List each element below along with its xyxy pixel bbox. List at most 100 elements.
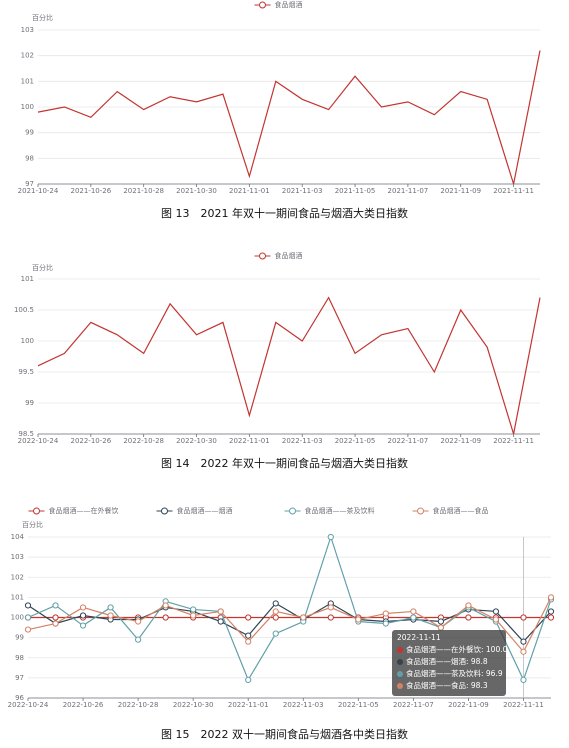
- x-tick-label: 2022-10-26: [70, 437, 111, 445]
- y-tick-label: 101: [21, 275, 34, 283]
- data-point: [410, 614, 417, 621]
- data-point: [272, 614, 279, 621]
- tooltip-dot: [397, 671, 403, 677]
- x-tick-label: 2022-11-03: [282, 437, 323, 445]
- data-point: [162, 602, 169, 609]
- data-point: [162, 614, 169, 621]
- data-point: [327, 533, 334, 541]
- x-tick-label: 2022-10-24: [18, 437, 59, 445]
- x-tick-label: 2022-11-05: [338, 701, 379, 709]
- y-tick-label: 103: [21, 26, 34, 34]
- data-point: [24, 614, 32, 621]
- data-point: [52, 602, 59, 609]
- y-axis-title: 百分比: [32, 263, 53, 272]
- data-point: [547, 608, 555, 615]
- data-point: [465, 614, 472, 621]
- tooltip-dot: [397, 647, 403, 653]
- x-tick-label: 2021-11-05: [335, 187, 376, 195]
- data-point: [355, 616, 362, 623]
- x-tick-label: 2022-11-03: [283, 701, 324, 709]
- data-point: [107, 612, 114, 619]
- tooltip-line: 食品烟酒——烟酒: 98.8: [406, 656, 488, 666]
- y-tick-label: 98: [15, 654, 24, 662]
- legend-symbol: [417, 507, 424, 515]
- y-axis-title: 百分比: [32, 13, 53, 22]
- y-axis-title: 百分比: [22, 520, 43, 529]
- data-point: [190, 606, 197, 613]
- y-tick-label: 104: [11, 533, 25, 541]
- data-point: [382, 620, 389, 627]
- x-tick-label: 2021-11-03: [282, 187, 323, 195]
- legend-symbol: [161, 507, 168, 515]
- x-tick-label: 2022-11-01: [229, 437, 270, 445]
- data-point: [272, 600, 279, 607]
- figure-caption: 图 14 2022 年双十一期间食品与烟酒大类日指数: [161, 456, 408, 470]
- data-point: [327, 604, 334, 611]
- figure-caption: 图 15 2022 双十一期间食品与烟酒各中类日指数: [161, 727, 408, 741]
- y-tick-label: 103: [11, 553, 24, 561]
- legend-label: 食品烟酒: [275, 0, 303, 9]
- data-point: [465, 602, 472, 609]
- x-tick-label: 2022-10-26: [63, 701, 104, 709]
- data-point: [520, 648, 527, 655]
- y-tick-label: 99: [25, 399, 34, 407]
- tooltip-dot: [397, 659, 403, 665]
- figure-caption: 图 13 2021 年双十一期间食品与烟酒大类日指数: [161, 206, 408, 220]
- tooltip-line: 食品烟酒——在外餐饮: 100.0: [406, 644, 508, 654]
- x-tick-label: 2022-11-01: [228, 701, 269, 709]
- x-tick-label: 2022-11-07: [393, 701, 434, 709]
- data-point: [24, 626, 32, 633]
- data-point: [272, 630, 279, 637]
- data-point: [520, 614, 527, 621]
- data-point: [245, 614, 252, 621]
- data-point: [245, 676, 252, 683]
- x-tick-label: 2021-11-09: [440, 187, 481, 195]
- data-point: [135, 636, 142, 643]
- data-point: [79, 622, 87, 629]
- y-tick-label: 101: [11, 593, 24, 601]
- x-tick-label: 2022-11-07: [388, 437, 429, 445]
- y-tick-label: 97: [15, 674, 24, 682]
- x-tick-label: 2021-10-30: [176, 187, 217, 195]
- data-point: [107, 604, 114, 611]
- x-tick-label: 2022-10-28: [118, 701, 159, 709]
- y-tick-label: 100: [21, 337, 34, 345]
- x-tick-label: 2022-10-28: [123, 437, 164, 445]
- data-point: [24, 602, 32, 609]
- x-tick-label: 2022-10-30: [173, 701, 214, 709]
- x-tick-label: 2022-10-30: [176, 437, 217, 445]
- data-point: [410, 608, 417, 615]
- data-point: [327, 614, 334, 621]
- series-line: [27, 597, 552, 653]
- legend-label: 食品烟酒——在外餐饮: [49, 506, 119, 515]
- x-tick-label: 2021-10-26: [70, 187, 111, 195]
- y-tick-label: 98.5: [18, 430, 34, 438]
- data-point: [135, 618, 142, 625]
- data-point: [52, 614, 59, 621]
- data-point: [217, 618, 224, 625]
- data-point: [217, 608, 224, 615]
- y-tick-label: 99: [25, 129, 34, 137]
- data-point: [492, 608, 500, 615]
- y-tick-label: 101: [21, 77, 34, 85]
- legend-label: 食品烟酒——烟酒: [177, 506, 233, 515]
- data-point: [272, 608, 279, 615]
- data-point: [547, 594, 555, 601]
- y-tick-label: 99: [15, 634, 24, 642]
- y-tick-label: 97: [25, 180, 34, 188]
- data-point: [79, 612, 87, 619]
- tooltip: [392, 630, 506, 696]
- x-tick-label: 2021-11-01: [229, 187, 270, 195]
- legend-label: 食品烟酒: [275, 251, 303, 260]
- x-tick-label: 2021-10-28: [123, 187, 164, 195]
- x-tick-label: 2022-11-05: [335, 437, 376, 445]
- legend-symbol: [33, 507, 40, 515]
- legend-symbol: [289, 507, 296, 515]
- series-line: [27, 535, 552, 682]
- data-point: [300, 614, 307, 621]
- legend-symbol: [259, 252, 266, 260]
- tooltip-dot: [397, 683, 403, 689]
- data-point: [190, 612, 197, 619]
- x-tick-label: 2022-11-09: [440, 437, 481, 445]
